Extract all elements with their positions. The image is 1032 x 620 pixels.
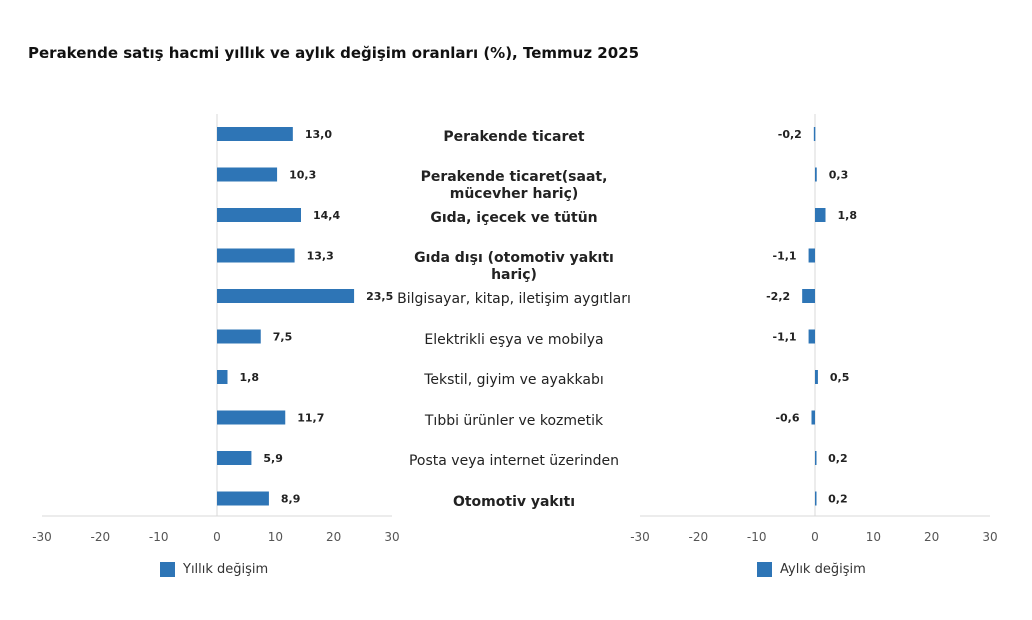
legend-yearly: Yıllık değişim (160, 562, 268, 577)
yearly-tick-label: 20 (326, 530, 341, 544)
yearly-bar (217, 329, 261, 344)
monthly-data-label: 0,3 (829, 169, 849, 182)
yearly-data-label: 1,8 (240, 371, 260, 384)
category-label: Gıda dışı (otomotiv yakıtı hariç) (414, 249, 614, 283)
monthly-data-label: 0,2 (828, 452, 848, 465)
yearly-tick-label: -20 (91, 530, 111, 544)
legend-monthly-swatch (757, 562, 772, 577)
legend-yearly-label: Yıllık değişim (183, 562, 269, 577)
category-label: Tekstil, giyim ve ayakkabı (424, 372, 604, 388)
monthly-bar (808, 248, 815, 263)
monthly-tick-label: 0 (811, 530, 819, 544)
monthly-tick-label: -10 (747, 530, 767, 544)
monthly-bar (815, 208, 826, 222)
monthly-data-label: -2,2 (766, 290, 790, 303)
legend-monthly-label: Aylık değişim (780, 562, 866, 577)
yearly-data-label: 11,7 (297, 412, 324, 425)
monthly-data-label: 0,5 (830, 371, 850, 384)
yearly-tick-label: -30 (32, 530, 52, 544)
yearly-data-label: 14,4 (313, 209, 340, 222)
monthly-tick-label: 10 (866, 530, 881, 544)
monthly-data-label: -0,2 (778, 128, 802, 141)
yearly-tick-label: 10 (268, 530, 283, 544)
category-label: Bilgisayar, kitap, iletişim aygıtları (397, 291, 631, 307)
monthly-bar (815, 167, 817, 182)
yearly-bar (217, 208, 301, 222)
monthly-data-label: -0,6 (775, 412, 799, 425)
yearly-bar (217, 370, 228, 384)
yearly-bar (217, 410, 286, 425)
category-label: Tıbbi ürünler ve kozmetik (424, 412, 604, 429)
monthly-bar (802, 289, 815, 303)
monthly-bar (811, 410, 815, 425)
yearly-data-label: 23,5 (366, 290, 393, 303)
monthly-bar (815, 451, 817, 465)
monthly-bar (815, 370, 818, 384)
yearly-bar (217, 167, 278, 182)
yearly-data-label: 7,5 (273, 331, 293, 344)
yearly-bar (217, 127, 293, 141)
monthly-data-label: 0,2 (828, 493, 848, 506)
category-label: Otomotiv yakıtı (452, 493, 576, 510)
monthly-tick-label: 20 (924, 530, 939, 544)
yearly-bar (217, 289, 355, 303)
chart-title: Perakende satış hacmi yıllık ve aylık de… (28, 44, 640, 62)
category-label: Perakende ticaret (443, 129, 585, 145)
category-label: Perakende ticaret(saat, mücevher hariç) (420, 168, 608, 202)
legend-yearly-swatch (160, 562, 175, 577)
yearly-tick-label: 30 (384, 530, 399, 544)
yearly-tick-label: 0 (213, 530, 221, 544)
monthly-tick-label: -20 (689, 530, 709, 544)
category-label: Posta veya internet üzerinden (408, 453, 620, 469)
yearly-bar (217, 451, 252, 465)
monthly-tick-label: -30 (630, 530, 650, 544)
monthly-data-label: -1,1 (773, 331, 797, 344)
yearly-data-label: 13,3 (307, 250, 334, 263)
yearly-bar (217, 491, 269, 506)
monthly-tick-label: 30 (982, 530, 997, 544)
yearly-tick-label: -10 (149, 530, 169, 544)
legend-monthly: Aylık değişim (757, 562, 866, 577)
monthly-bar (813, 127, 816, 141)
yearly-data-label: 10,3 (289, 169, 316, 182)
yearly-data-label: 5,9 (263, 452, 283, 465)
category-label: Elektrikli eşya ve mobilya (424, 331, 604, 348)
monthly-data-label: 1,8 (838, 209, 858, 222)
yearly-bar (217, 248, 295, 263)
yearly-data-label: 8,9 (281, 493, 301, 506)
monthly-data-label: -1,1 (773, 250, 797, 263)
monthly-bar (815, 491, 817, 506)
yearly-data-label: 13,0 (305, 128, 332, 141)
monthly-bar (808, 329, 815, 344)
category-label: Gıda, içecek ve tütün (430, 210, 598, 226)
